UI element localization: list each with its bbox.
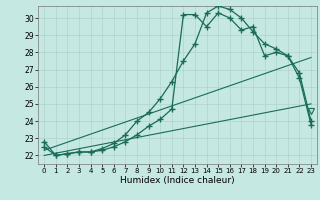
X-axis label: Humidex (Indice chaleur): Humidex (Indice chaleur) bbox=[120, 176, 235, 185]
